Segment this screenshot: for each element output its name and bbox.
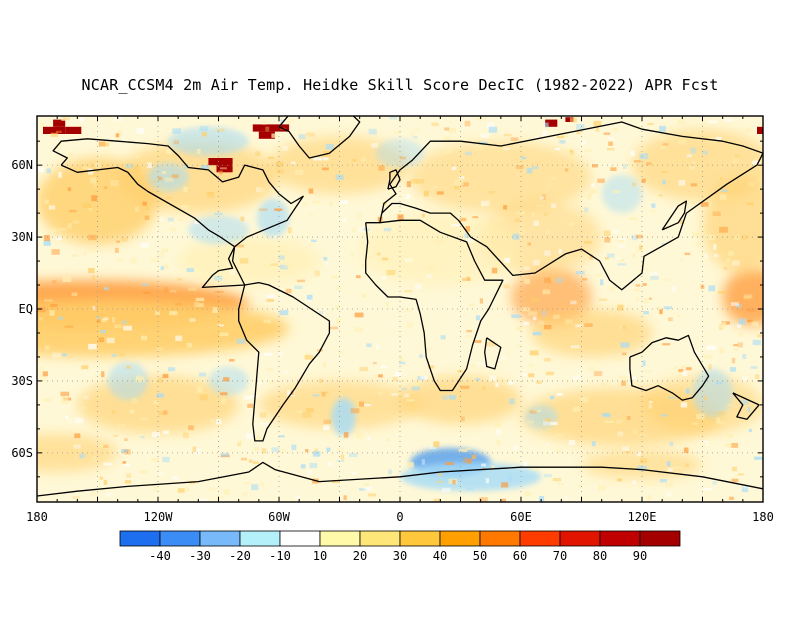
colorbar-swatch [599,530,641,547]
lat-label: 60S [11,446,33,460]
colorbar-swatch [559,530,601,547]
colorbar-label: 70 [553,549,567,563]
colorbar-swatch [119,530,161,547]
colorbar-swatch [479,530,521,547]
colorbar-label: 10 [313,549,327,563]
continent-outlines [37,116,763,497]
colorbar-label: -10 [269,549,291,563]
colorbar-label: 30 [393,549,407,563]
lon-label: 60W [268,510,290,524]
colorbar-swatch [519,530,561,547]
skill-score-speckle [37,116,763,502]
colorbar-swatch [319,530,361,547]
north-america-coastline [52,138,304,289]
colorbar-swatch [639,530,681,547]
colorbar-swatch [279,530,321,547]
uk-coastline [387,169,401,190]
europe-asia-coastline [379,121,763,291]
colorbar-label: 90 [633,549,647,563]
colorbar-labels: -40 -30 -20 -10 10 20 30 40 50 60 70 80 90 [149,549,647,563]
lon-label: 0 [396,510,403,524]
lon-label: 120E [628,510,657,524]
colorbar-swatch [199,530,241,547]
axis-ticks [36,116,764,502]
colorbar-label: -40 [149,549,171,563]
colorbar-label: 40 [433,549,447,563]
lat-label: 60N [11,158,33,172]
lon-label: 60E [510,510,532,524]
colorbar-label: -20 [229,549,251,563]
africa-coastline [365,219,504,392]
lon-label: 180 [26,510,48,524]
colorbar [119,530,681,547]
colorbar-swatch [159,530,201,547]
colorbar-label: -30 [189,549,211,563]
longitude-labels: 180 120W 60W 0 60E 120E 180 [26,510,774,524]
colorbar-swatch [359,530,401,547]
latitude-labels: 60N 30N EQ 30S 60S [11,158,33,460]
australia-coastline [629,334,710,401]
greenland-coastline [278,116,361,159]
lat-lon-grid [37,116,763,502]
colorbar-label: 20 [353,549,367,563]
madagascar-coastline [484,337,502,370]
lon-label: 120W [144,510,174,524]
lat-label: 30N [11,230,33,244]
lon-label: 180 [752,510,774,524]
colorbar-swatch [439,530,481,547]
antarctica-coastline [37,461,763,497]
colorbar-label: 50 [473,549,487,563]
colorbar-swatch [239,530,281,547]
chart-title: NCAR_CCSM4 2m Air Temp. Heidke Skill Sco… [81,76,719,94]
colorbar-label: 60 [513,549,527,563]
lat-label: 30S [11,374,33,388]
new-zealand-coastline [732,392,760,420]
colorbar-swatch [399,530,441,547]
lat-label: EQ [19,302,33,316]
south-america-coastline [238,281,331,442]
japan-coastline [661,200,688,231]
colorbar-label: 80 [593,549,607,563]
